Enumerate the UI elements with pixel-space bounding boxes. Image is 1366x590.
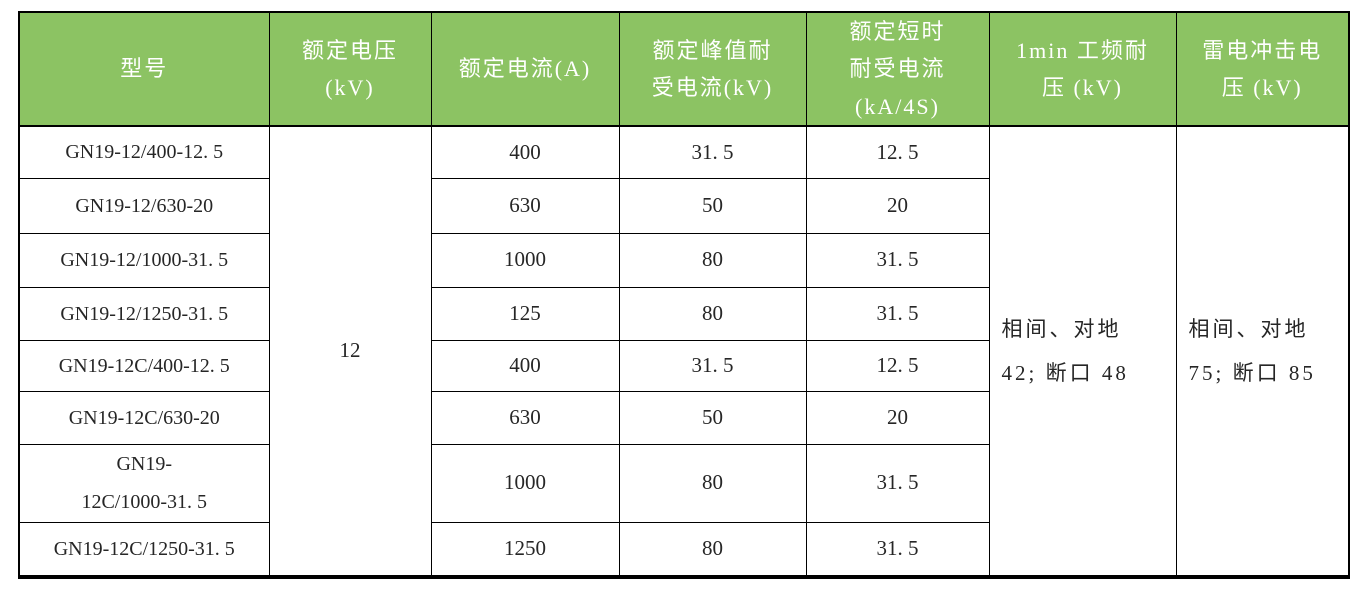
short-time-withstand-cell: 12. 5: [805, 339, 990, 392]
table-row: GN19-12/1000-31. 5 1000 80 31. 5: [18, 232, 1349, 288]
header-row: 型号 额定电压 (kV) 额定电流(A) 额定峰值耐 受电流(kV) 额定短时 …: [18, 11, 1350, 128]
peak-withstand-cell: 80: [618, 443, 807, 523]
short-time-withstand-cell: 31. 5: [805, 286, 990, 341]
column-header-peak-withstand: 额定峰值耐 受电流(kV): [618, 11, 807, 128]
short-time-withstand-cell: 31. 5: [805, 232, 990, 288]
rated-current-cell: 400: [430, 339, 620, 392]
short-time-withstand-cell: 12. 5: [805, 125, 990, 179]
table-row: GN19-12/630-20 630 50 20: [18, 177, 1349, 234]
rated-current-cell: 125: [430, 286, 620, 341]
model-cell: GN19-12/400-12. 5: [18, 125, 270, 179]
column-header-lightning-impulse: 雷电冲击电 压 (kV): [1175, 11, 1350, 128]
peak-withstand-cell: 80: [618, 286, 807, 341]
column-header-short-time-withstand: 额定短时 耐受电流 (kA/4S): [805, 11, 990, 128]
lightning-impulse-cell: 相间、对地 75; 断口 85: [1175, 125, 1350, 578]
rated-voltage-merged-cell: 12: [268, 125, 432, 578]
rated-current-cell: 400: [430, 125, 620, 179]
model-cell: GN19-12/1000-31. 5: [18, 232, 270, 288]
power-frequency-withstand-cell: 相间、对地 42; 断口 48: [988, 125, 1177, 578]
table-row: GN19-12C/1250-31. 5 1250 80 31. 5: [18, 521, 1349, 578]
rated-current-cell: 1250: [430, 521, 620, 578]
peak-withstand-cell: 31. 5: [618, 125, 807, 179]
table-row: GN19- 12C/1000-31. 5 1000 80 31. 5: [18, 443, 1349, 523]
model-cell: GN19-12C/1250-31. 5: [18, 521, 270, 578]
column-header-rated-voltage: 额定电压 (kV): [268, 11, 432, 128]
short-time-withstand-cell: 20: [805, 177, 990, 234]
model-cell: GN19-12C/630-20: [18, 390, 270, 445]
short-time-withstand-cell: 31. 5: [805, 443, 990, 523]
model-cell: GN19-12/630-20: [18, 177, 270, 234]
switch-specs-table: 型号 额定电压 (kV) 额定电流(A) 额定峰值耐 受电流(kV) 额定短时 …: [18, 11, 1350, 580]
rated-current-cell: 630: [430, 177, 620, 234]
peak-withstand-cell: 80: [618, 232, 807, 288]
column-header-power-freq-withstand: 1min 工频耐 压 (kV): [988, 11, 1177, 128]
peak-withstand-cell: 50: [618, 177, 807, 234]
rated-current-cell: 1000: [430, 443, 620, 523]
table-row: GN19-12/1250-31. 5 125 80 31. 5: [18, 286, 1349, 341]
peak-withstand-cell: 31. 5: [618, 339, 807, 392]
model-cell: GN19-12/1250-31. 5: [18, 286, 270, 341]
column-header-rated-current: 额定电流(A): [430, 11, 620, 128]
rated-current-cell: 1000: [430, 232, 620, 288]
peak-withstand-cell: 50: [618, 390, 807, 445]
table-row: GN19-12/400-12. 5 12 400 31. 5 12. 5 相间、…: [18, 125, 1350, 578]
rated-current-cell: 630: [430, 390, 620, 445]
model-cell: GN19- 12C/1000-31. 5: [18, 443, 270, 523]
column-header-model: 型号: [18, 11, 270, 128]
table-row: GN19-12C/400-12. 5 400 31. 5 12. 5: [18, 339, 1349, 392]
short-time-withstand-cell: 20: [805, 390, 990, 445]
model-cell: GN19-12C/400-12. 5: [18, 339, 270, 392]
short-time-withstand-cell: 31. 5: [805, 521, 990, 578]
peak-withstand-cell: 80: [618, 521, 807, 578]
